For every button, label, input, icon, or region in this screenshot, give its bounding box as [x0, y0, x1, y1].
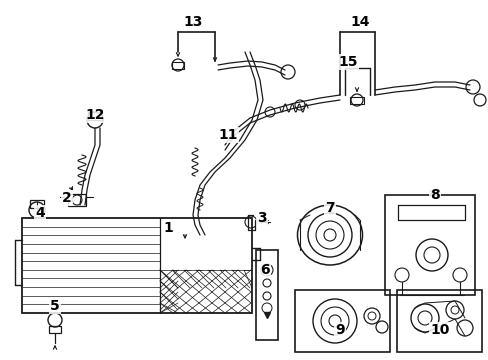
Text: 6: 6: [260, 263, 269, 277]
Text: 2: 2: [62, 191, 72, 205]
Bar: [349, 97, 363, 104]
Bar: [88, 112, 102, 120]
Text: 7: 7: [325, 201, 334, 215]
Text: 9: 9: [334, 323, 344, 337]
Bar: [256, 250, 278, 340]
Text: 15: 15: [338, 55, 357, 69]
Text: 8: 8: [429, 188, 439, 202]
Text: 5: 5: [50, 299, 60, 313]
Bar: [396, 290, 481, 352]
Bar: [22, 218, 251, 313]
Text: 4: 4: [35, 206, 45, 220]
Text: 3: 3: [257, 211, 266, 225]
Text: 10: 10: [429, 323, 449, 337]
Text: 14: 14: [349, 15, 369, 29]
Bar: [49, 326, 61, 333]
Bar: [384, 195, 474, 295]
Bar: [172, 62, 183, 69]
Bar: [294, 290, 389, 352]
Text: 1: 1: [163, 221, 173, 235]
Bar: [30, 200, 44, 208]
Bar: [68, 194, 86, 206]
Text: 12: 12: [85, 108, 104, 122]
Text: 11: 11: [218, 128, 237, 142]
Text: 13: 13: [183, 15, 202, 29]
